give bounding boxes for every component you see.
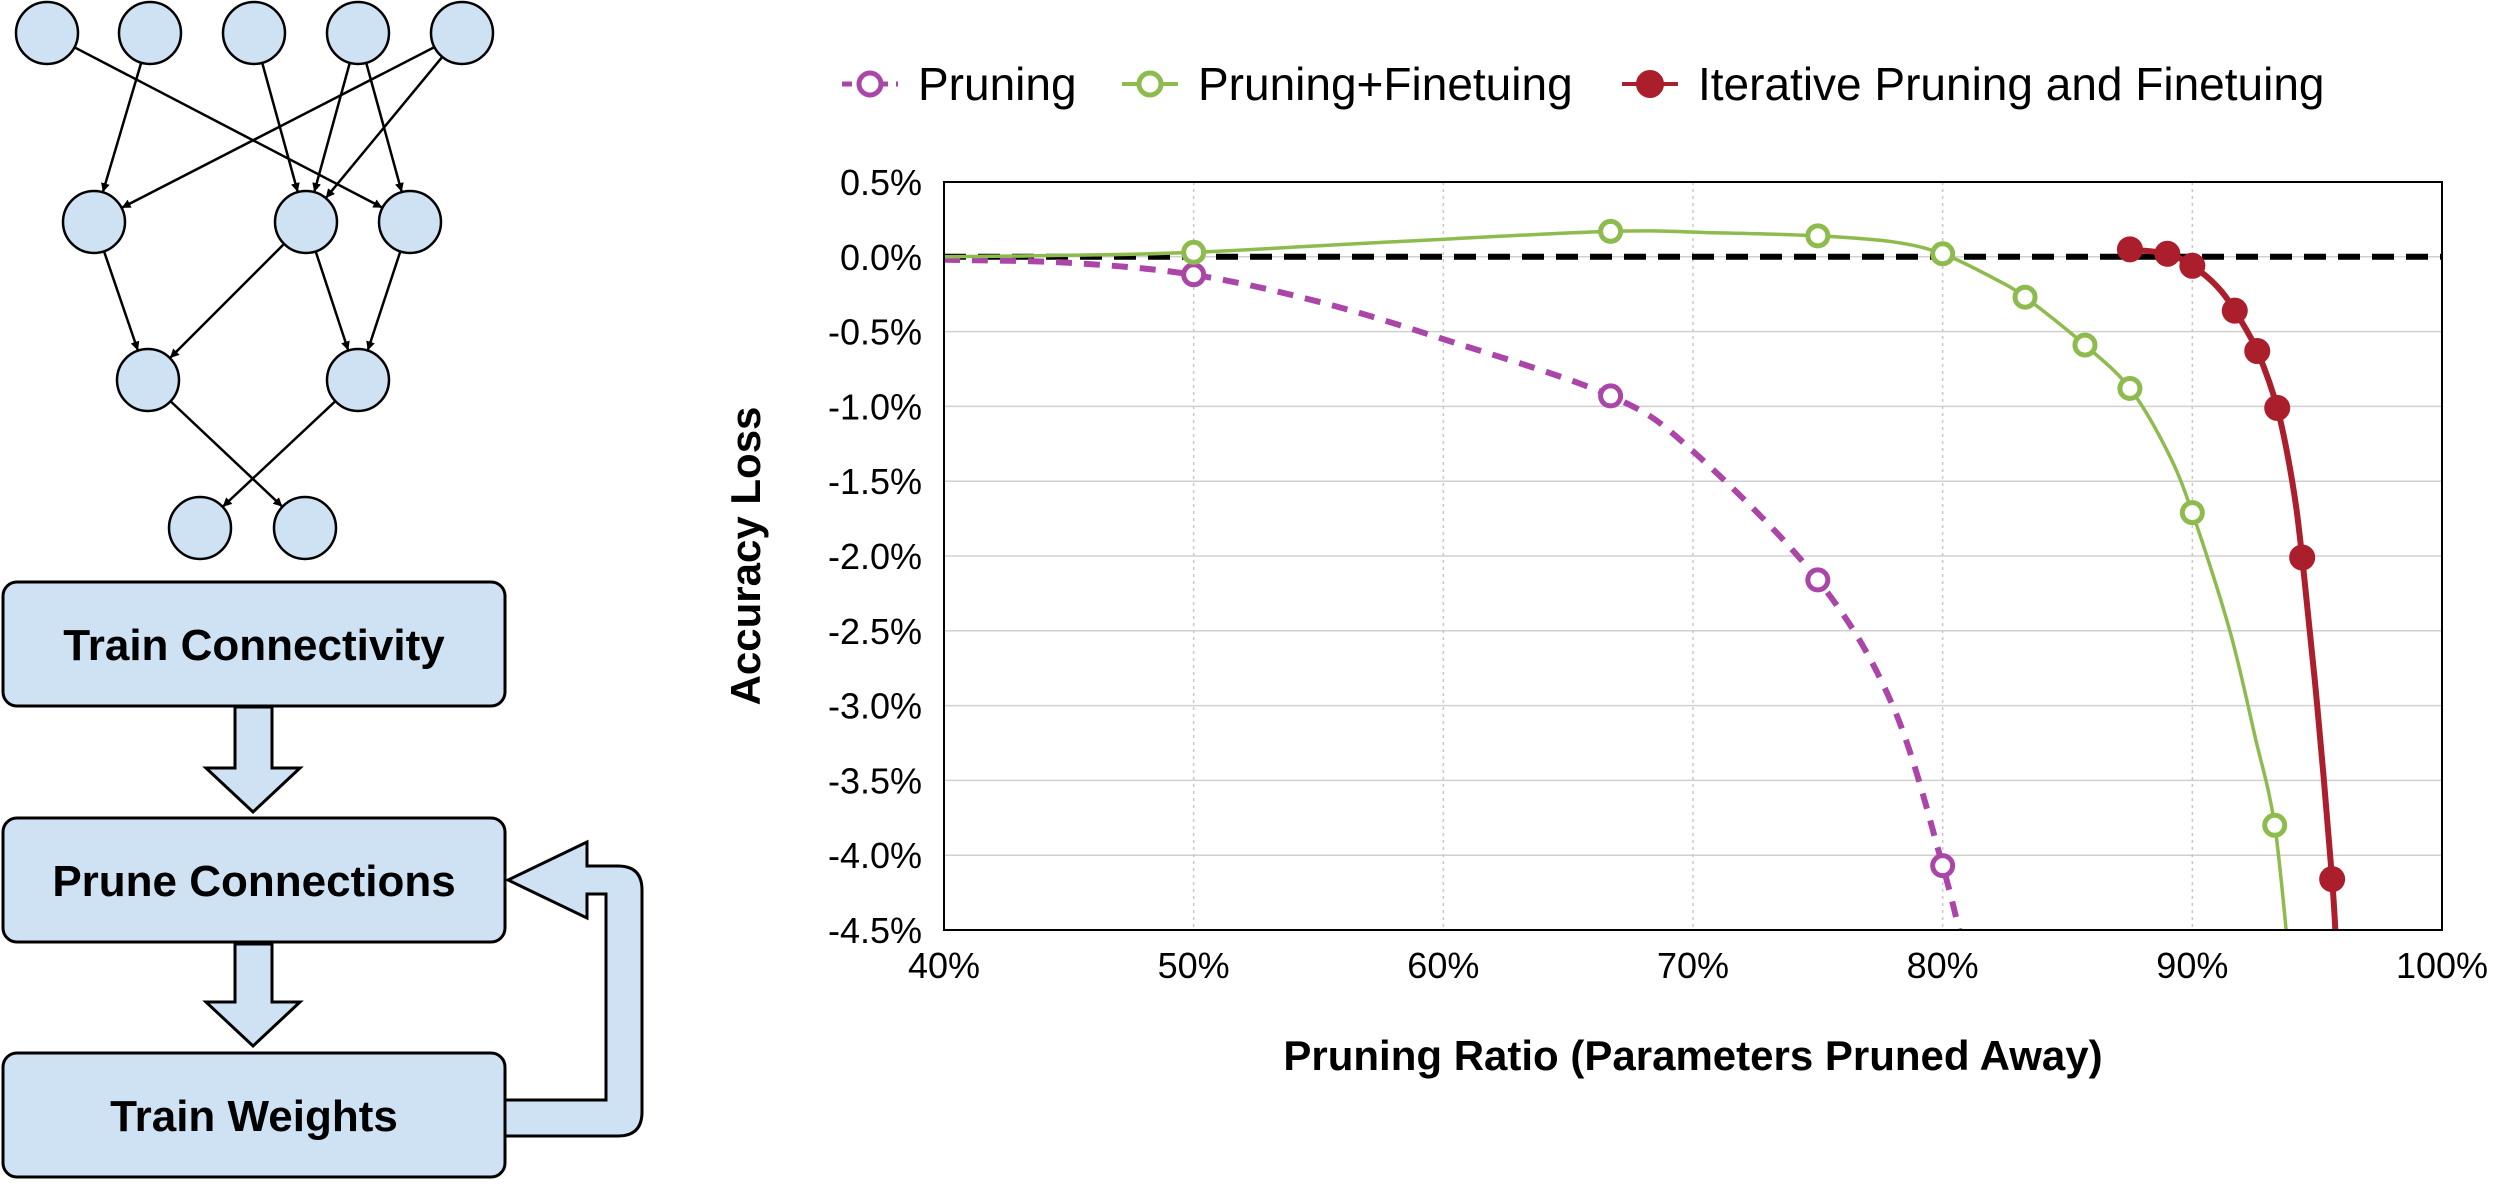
x-tick-label: 70% (1657, 945, 1729, 986)
neuron-node (117, 0, 183, 66)
data-point (2264, 394, 2291, 421)
x-axis-ticks: 40% 50% 60% 70% 80% 90% 100% (908, 945, 2488, 986)
data-point (1930, 853, 1956, 879)
neural-network-diagram (14, 0, 495, 561)
data-point (1805, 223, 1831, 249)
legend: Pruning Pruning+Finetuing Iterative Prunin… (842, 58, 2325, 110)
y-tick-label: -4.0% (828, 835, 922, 876)
y-tick-label: -0.5% (828, 312, 922, 353)
x-tick-label: 60% (1407, 945, 1479, 986)
connection-edge (325, 56, 444, 199)
x-axis-title: Pruning Ratio (Parameters Pruned Away) (1283, 1032, 2102, 1079)
connection-edge (314, 251, 350, 351)
neuron-node (377, 189, 443, 255)
connection-edge (169, 243, 285, 359)
data-point (2289, 544, 2316, 571)
data-point (1598, 218, 1624, 244)
pipeline-flow: Train Connectivity Prune Connections Tra… (1, 580, 644, 1179)
prune-connections-label: Prune Connections (52, 857, 455, 906)
legend-marker (1636, 70, 1664, 98)
y-tick-label: 0.0% (840, 237, 922, 278)
y-tick-label: -3.5% (828, 760, 922, 801)
accuracy-loss-chart: 0.5% 0.0% -0.5% -1.0% -1.5% -2.0% -2.5% -3.0% -3… (722, 58, 2488, 1079)
connection-edge (222, 400, 337, 508)
y-tick-label: -3.0% (828, 686, 922, 727)
data-point (2179, 252, 2206, 279)
series-line (944, 229, 2288, 930)
data-point (2179, 500, 2205, 526)
data-point (2072, 332, 2098, 358)
neuron-node (221, 0, 287, 66)
y-tick-label: -2.0% (828, 536, 922, 577)
x-tick-label: 40% (908, 945, 980, 986)
connection-edge (366, 251, 402, 351)
y-tick-label: -1.5% (828, 461, 922, 502)
legend-marker (856, 70, 884, 98)
neuron-node (272, 495, 338, 561)
data-point (2221, 297, 2248, 324)
plot-frame (943, 181, 2443, 931)
down-arrow-icon (202, 942, 304, 1049)
data-point (2319, 866, 2346, 893)
y-axis-title: Accuracy Loss (722, 407, 769, 706)
data-point (1598, 383, 1624, 409)
train-connectivity-label: Train Connectivity (63, 621, 445, 670)
down-arrow-icon (202, 705, 304, 815)
data-point (1805, 567, 1831, 593)
neuron-node (167, 495, 233, 561)
x-tick-label: 100% (2396, 945, 2488, 986)
neuron-node (325, 347, 391, 413)
connection-edge (102, 250, 140, 351)
x-tick-label: 50% (1158, 945, 1230, 986)
legend-label: Iterative Pruning and Finetuing (1698, 58, 2325, 110)
neuron-node (115, 347, 181, 413)
x-tick-label: 90% (2156, 945, 2228, 986)
data-point (2244, 338, 2271, 365)
neuron-node (429, 0, 495, 66)
data-point (2012, 284, 2038, 310)
y-tick-label: 0.5% (840, 162, 922, 203)
x-tick-label: 80% (1907, 945, 1979, 986)
legend-marker (1136, 70, 1164, 98)
connection-edge (261, 62, 300, 193)
y-tick-label: -2.5% (828, 611, 922, 652)
data-point (2262, 812, 2288, 838)
data-point (1181, 262, 1207, 288)
data-point (2154, 240, 2181, 267)
data-point (2116, 236, 2143, 263)
prune-connections-box: Prune Connections (1, 816, 507, 944)
y-tick-label: -1.0% (828, 386, 922, 427)
neuron-node (14, 0, 80, 66)
data-point (1181, 239, 1207, 265)
data-point (2117, 375, 2143, 401)
loop-back-arrow-icon (503, 839, 644, 1138)
train-weights-box: Train Weights (1, 1051, 507, 1179)
neuron-node (325, 0, 391, 66)
connection-edge (73, 46, 383, 209)
y-axis-ticks: 0.5% 0.0% -0.5% -1.0% -1.5% -2.0% -2.5% -3.0% -3… (828, 162, 922, 951)
connection-edge (101, 62, 143, 193)
neuron-node (273, 189, 339, 255)
data-point (1930, 241, 1956, 267)
legend-label: Pruning (918, 58, 1077, 110)
legend-label: Pruning+Finetuing (1198, 58, 1573, 110)
connection-edge (312, 62, 351, 193)
series-points (1181, 218, 2346, 893)
train-weights-label: Train Weights (110, 1092, 398, 1141)
connection-edge (121, 46, 435, 209)
y-tick-label: -4.5% (828, 910, 922, 951)
neuron-node (61, 189, 127, 255)
train-connectivity-box: Train Connectivity (1, 580, 507, 708)
connection-edge (169, 400, 283, 507)
